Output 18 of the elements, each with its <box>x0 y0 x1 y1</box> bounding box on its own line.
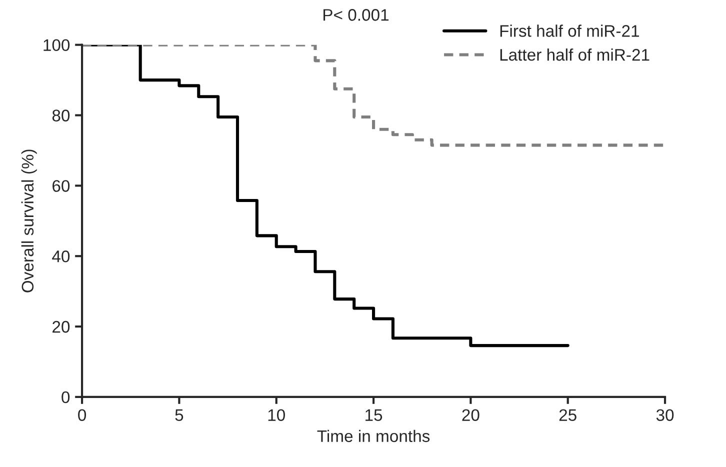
x-tick-label: 25 <box>559 409 576 421</box>
legend-label: Latter half of miR-21 <box>500 48 650 61</box>
x-axis-title: Time in months <box>317 430 430 442</box>
x-tick-label: 10 <box>268 409 285 421</box>
x-tick-label: 5 <box>175 409 184 421</box>
x-tick-label: 15 <box>366 409 382 421</box>
y-tick-label: 40 <box>52 250 70 262</box>
text: P< 0.001 <box>324 9 389 21</box>
x-tick-label: 30 <box>656 409 674 421</box>
x-tick-label: 20 <box>462 409 480 421</box>
x-tick-label: 0 <box>78 409 86 421</box>
legend-label: First half of miR-21 <box>500 24 639 37</box>
y-tick-label: 60 <box>52 180 70 192</box>
y-tick-label: 20 <box>52 320 70 333</box>
y-tick-label: 0 <box>62 391 70 404</box>
y-axis-title: Overall survival (%) <box>21 150 37 292</box>
y-tick-label: 80 <box>52 110 70 122</box>
y-tick-label: 100 <box>44 39 70 52</box>
